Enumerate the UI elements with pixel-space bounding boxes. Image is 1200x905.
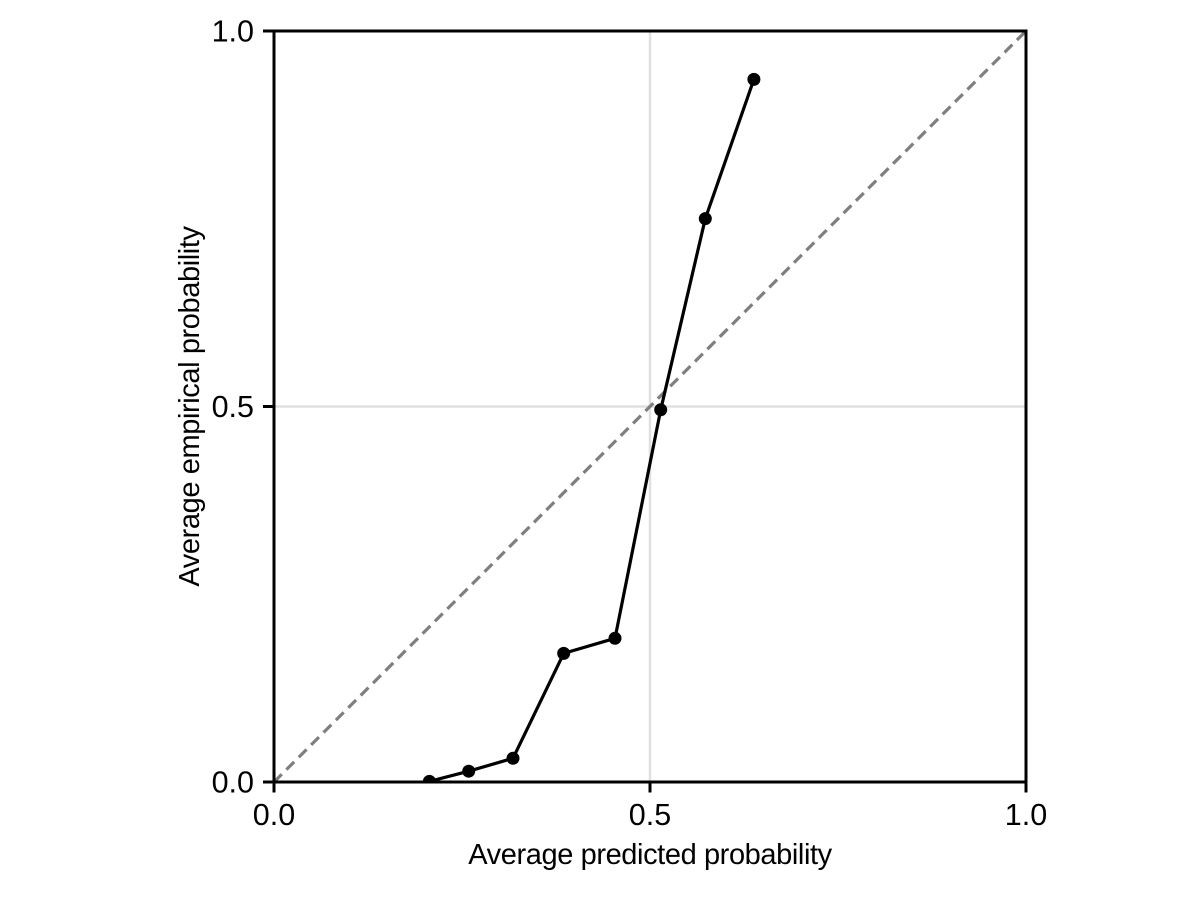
svg-text:0.5: 0.5 <box>212 390 254 424</box>
svg-text:Average predicted probability: Average predicted probability <box>468 839 832 871</box>
svg-text:0.0: 0.0 <box>253 798 295 832</box>
svg-text:Average empirical probability: Average empirical probability <box>174 225 206 586</box>
svg-text:0.0: 0.0 <box>212 766 254 800</box>
svg-text:1.0: 1.0 <box>212 15 254 49</box>
svg-text:1.0: 1.0 <box>1005 798 1047 832</box>
svg-text:0.5: 0.5 <box>629 798 671 832</box>
